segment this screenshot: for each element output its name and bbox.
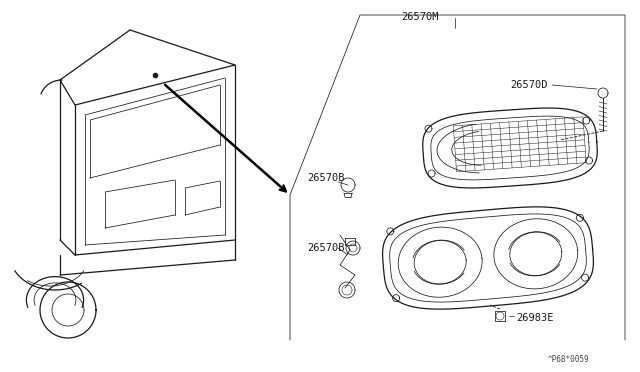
Text: 26570B: 26570B bbox=[307, 173, 344, 183]
Text: ^P68*0059: ^P68*0059 bbox=[548, 356, 589, 365]
Text: 26570D: 26570D bbox=[511, 80, 548, 90]
Text: 26570M: 26570M bbox=[401, 12, 439, 22]
Text: 26983E: 26983E bbox=[516, 313, 554, 323]
Text: 26570B: 26570B bbox=[307, 243, 344, 253]
